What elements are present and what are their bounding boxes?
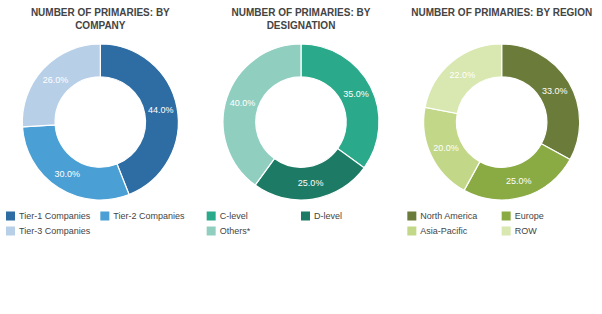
- legend: C-level D-level Others*: [207, 211, 342, 236]
- chart-title: NUMBER OF PRIMARIES: BYDESIGNATION: [232, 7, 371, 31]
- legend-label: Others*: [220, 226, 251, 236]
- legend-swatch: [407, 227, 416, 236]
- legend-label: Tier-2 Companies: [113, 211, 185, 221]
- data-label: 35.0%: [343, 89, 369, 99]
- legend: Tier-1 Companies Tier-2 Companies Tier-3 C…: [6, 211, 185, 236]
- donut-panel: NUMBER OF PRIMARIES: BYCOMPANY 44.0% 30.0%…: [6, 7, 185, 236]
- data-label: 20.0%: [433, 143, 459, 153]
- legend-label: North America: [420, 211, 477, 221]
- legend-label: Tier-1 Companies: [19, 211, 91, 221]
- donut-slice: [22, 125, 129, 200]
- legend-swatch: [207, 212, 216, 221]
- legend-swatch: [301, 212, 310, 221]
- background: [0, 0, 602, 314]
- legend-label: Europe: [515, 211, 544, 221]
- legend-label: Tier-3 Companies: [19, 226, 91, 236]
- legend-swatch: [502, 227, 511, 236]
- donut-slice: [425, 44, 502, 114]
- data-label: 26.0%: [43, 75, 69, 85]
- legend-swatch: [6, 212, 15, 221]
- donut-slice: [464, 144, 570, 200]
- legend-swatch: [6, 227, 15, 236]
- chart-title: NUMBER OF PRIMARIES: BYCOMPANY: [31, 7, 170, 31]
- legend-swatch: [100, 212, 109, 221]
- donut-panel: NUMBER OF PRIMARIES: BYDESIGNATION 35.0% 2…: [207, 7, 379, 236]
- legend-swatch: [407, 212, 416, 221]
- data-label: 40.0%: [230, 98, 256, 108]
- donut-slice: [424, 107, 480, 190]
- chart-canvas: NUMBER OF PRIMARIES: BYCOMPANY 44.0% 30.0%…: [0, 0, 602, 314]
- legend-label: Asia-Pacific: [420, 226, 468, 236]
- donut-slice: [223, 44, 301, 185]
- data-label: 30.0%: [55, 169, 81, 179]
- donut-slice: [301, 44, 379, 168]
- chart-title: NUMBER OF PRIMARIES: BY REGION: [411, 7, 592, 18]
- data-label: 33.0%: [542, 86, 568, 96]
- data-label: 44.0%: [148, 105, 174, 115]
- legend-label: C-level: [220, 211, 248, 221]
- data-label: 25.0%: [298, 178, 324, 188]
- legend: North America Europe Asia-Pacific ROW: [407, 211, 543, 236]
- legend-swatch: [207, 227, 216, 236]
- donut-slice: [502, 44, 580, 160]
- legend-swatch: [502, 212, 511, 221]
- data-label: 22.0%: [450, 70, 476, 80]
- legend-label: D-level: [314, 211, 342, 221]
- legend-label: ROW: [515, 226, 538, 236]
- donut-panel: NUMBER OF PRIMARIES: BY REGION 33.0% 25.0%…: [407, 7, 592, 236]
- donut-slice: [22, 44, 100, 127]
- data-label: 25.0%: [506, 176, 532, 186]
